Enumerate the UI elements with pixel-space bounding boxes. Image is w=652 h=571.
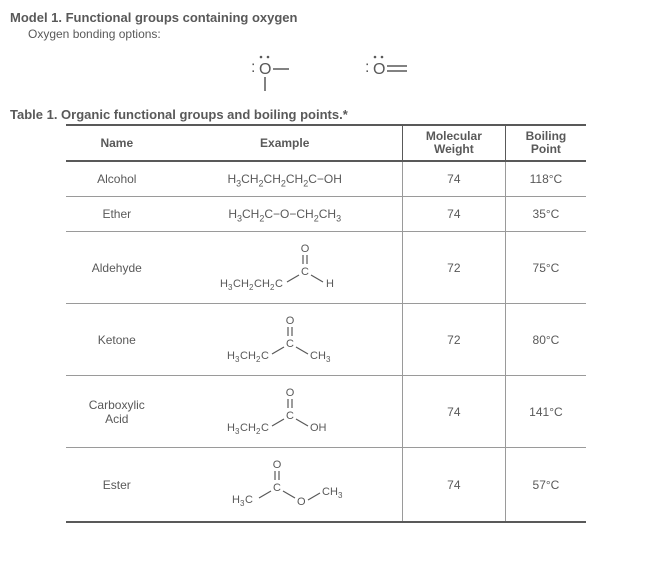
table-title-text: Table 1. Organic functional groups and b… (10, 107, 343, 122)
col-mw-l1: Molecular (426, 129, 482, 143)
col-bp-l2: Point (531, 142, 561, 156)
cell-example: O C H3 CH2 CH2 C H (168, 232, 403, 304)
cell-bp: 35°C (505, 197, 586, 232)
svg-text:O: O (285, 387, 294, 399)
svg-text::: : (251, 59, 255, 76)
formula-ketone: O C H3 CH2 C CH3 (215, 314, 355, 365)
cell-mw: 74 (402, 448, 505, 523)
cell-bp: 75°C (505, 232, 586, 304)
svg-text:3: 3 (338, 491, 343, 500)
svg-text:O: O (285, 315, 294, 327)
svg-text:CH: CH (310, 350, 326, 362)
oxygen-double-bond-icon: : O (351, 47, 421, 97)
svg-text:C: C (275, 278, 283, 290)
cell-mw: 74 (402, 161, 505, 197)
svg-text:C: C (301, 266, 309, 278)
svg-text:C: C (286, 338, 294, 350)
svg-text:CH: CH (254, 278, 270, 290)
table-row: Carboxylic Acid O C H3 CH2 C OH (66, 376, 586, 448)
svg-text:C: C (245, 494, 253, 506)
cell-mw: 74 (402, 376, 505, 448)
table-row: Ester O C H3 C O CH3 (66, 448, 586, 523)
cell-mw: 72 (402, 304, 505, 376)
table-row: Aldehyde O C H3 CH2 CH2 C H (66, 232, 586, 304)
svg-text:CH: CH (240, 422, 256, 434)
bonding-subtitle: Oxygen bonding options: (28, 27, 642, 41)
svg-text:C: C (261, 350, 269, 362)
table-row: Ether H3CH2C−O−CH2CH3 74 35°C (66, 197, 586, 232)
svg-text:CH: CH (240, 350, 256, 362)
functional-groups-table: Name Example Molecular Weight Boiling Po… (66, 124, 586, 523)
svg-text:CH: CH (233, 278, 249, 290)
oxygen-single-bond-icon: : O (231, 47, 301, 97)
cell-name: Ketone (66, 304, 168, 376)
formula-ether: H3CH2C−O−CH2CH3 (228, 207, 341, 221)
svg-text:O: O (272, 459, 281, 471)
cell-name: Ester (66, 448, 168, 523)
col-bp-l1: Boiling (526, 129, 567, 143)
model-title: Model 1. Functional groups containing ox… (10, 10, 642, 25)
cell-mw: 72 (402, 232, 505, 304)
cell-name: Aldehyde (66, 232, 168, 304)
cell-example: H3CH2CH2CH2C−OH (168, 161, 403, 197)
svg-text:H: H (326, 278, 334, 290)
svg-text:H: H (227, 422, 235, 434)
cell-name-l2: Acid (105, 412, 128, 426)
cell-bp: 141°C (505, 376, 586, 448)
svg-text:H: H (227, 350, 235, 362)
svg-text:O: O (373, 61, 385, 78)
bonding-options: : O : O (10, 47, 642, 97)
col-example: Example (168, 125, 403, 161)
cell-name: Ether (66, 197, 168, 232)
cell-example: O C H3 C O CH3 (168, 448, 403, 523)
col-mw-l2: Weight (434, 142, 474, 156)
cell-name: Alcohol (66, 161, 168, 197)
svg-text:C: C (261, 422, 269, 434)
svg-text::: : (365, 59, 369, 76)
svg-text:OH: OH (310, 422, 327, 434)
svg-text:CH: CH (322, 486, 338, 498)
svg-text:O: O (297, 496, 306, 508)
cell-bp: 57°C (505, 448, 586, 523)
col-bp: Boiling Point (505, 125, 586, 161)
cell-example: H3CH2C−O−CH2CH3 (168, 197, 403, 232)
svg-text:H: H (232, 494, 240, 506)
formula-carboxylic: O C H3 CH2 C OH (215, 386, 355, 437)
svg-text:O: O (300, 243, 309, 255)
svg-text:H: H (220, 278, 228, 290)
formula-ester: O C H3 C O CH3 (210, 458, 360, 511)
svg-text:O: O (259, 61, 271, 78)
cell-mw: 74 (402, 197, 505, 232)
col-mw: Molecular Weight (402, 125, 505, 161)
cell-name: Carboxylic Acid (66, 376, 168, 448)
table-header-row: Name Example Molecular Weight Boiling Po… (66, 125, 586, 161)
formula-alcohol: H3CH2CH2CH2C−OH (227, 172, 341, 186)
cell-example: O C H3 CH2 C OH (168, 376, 403, 448)
svg-text:C: C (273, 482, 281, 494)
table-title: Table 1. Organic functional groups and b… (10, 107, 642, 122)
svg-text:C: C (286, 410, 294, 422)
table-row: Ketone O C H3 CH2 C CH3 (66, 304, 586, 376)
table-row: Alcohol H3CH2CH2CH2C−OH 74 118°C (66, 161, 586, 197)
cell-name-l1: Carboxylic (89, 398, 145, 412)
cell-bp: 80°C (505, 304, 586, 376)
table-title-asterisk: * (343, 107, 348, 122)
cell-example: O C H3 CH2 C CH3 (168, 304, 403, 376)
svg-text:3: 3 (326, 355, 331, 362)
cell-bp: 118°C (505, 161, 586, 197)
col-name: Name (66, 125, 168, 161)
formula-aldehyde: O C H3 CH2 CH2 C H (210, 242, 360, 293)
